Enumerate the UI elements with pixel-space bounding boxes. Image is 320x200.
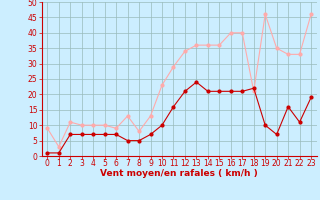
X-axis label: Vent moyen/en rafales ( km/h ): Vent moyen/en rafales ( km/h ) bbox=[100, 169, 258, 178]
